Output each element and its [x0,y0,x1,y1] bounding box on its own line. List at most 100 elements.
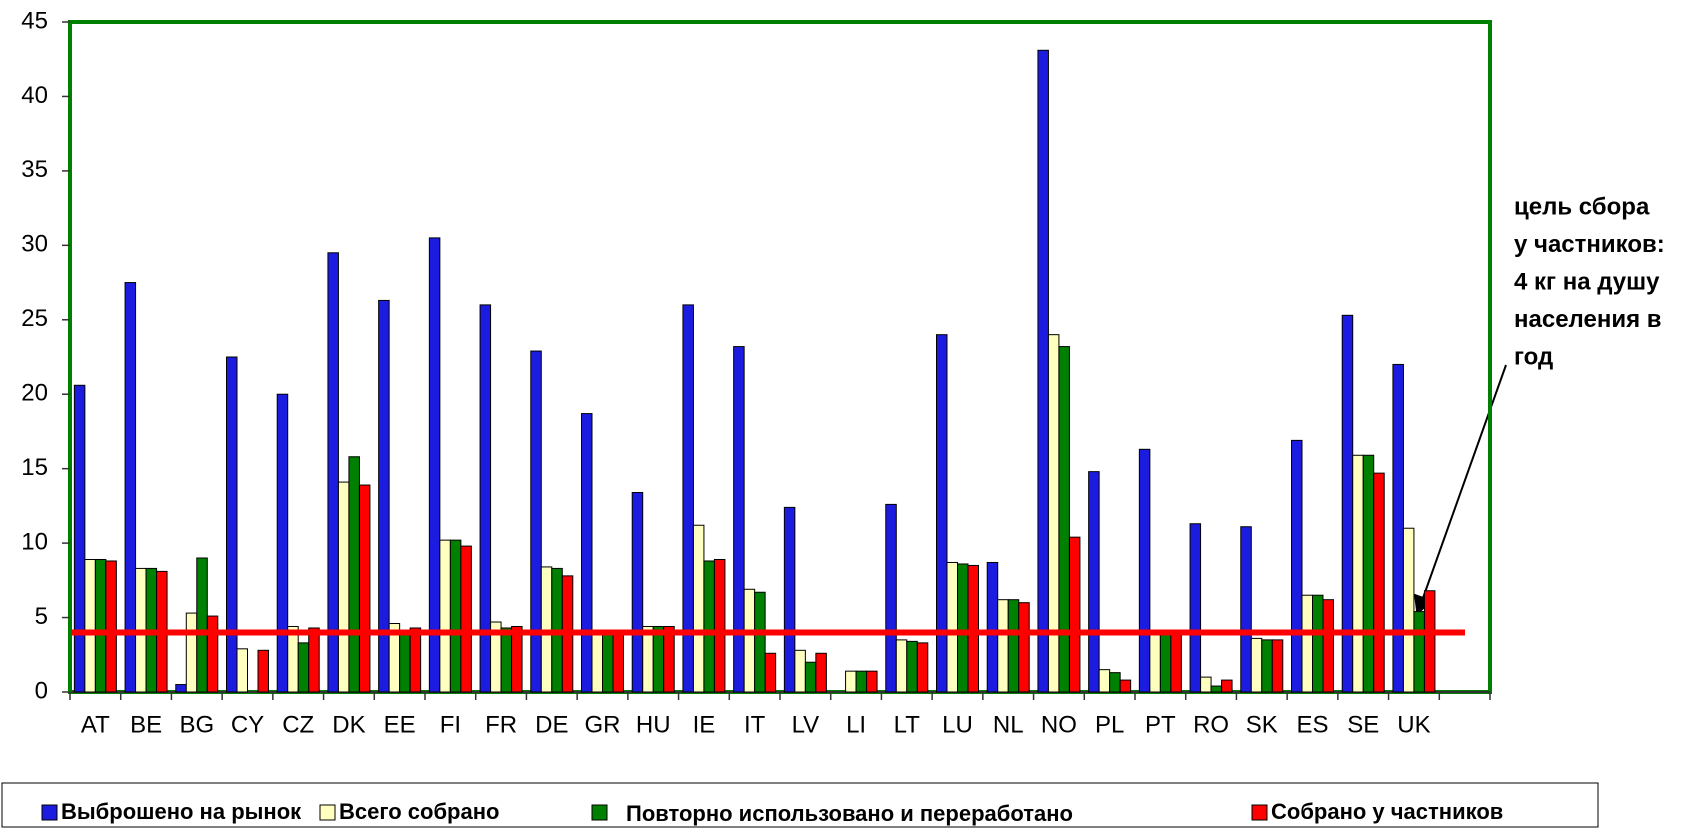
bar [185,612,198,693]
bar [946,561,958,693]
bar [226,356,238,693]
bar [1240,526,1252,693]
annotation-arrow [1413,364,1507,616]
y-tick-label: 30 [21,231,48,258]
y-tick-label: 20 [21,380,48,407]
x-tick-label: PL [1095,711,1124,738]
x-tick-label: NL [993,711,1024,738]
x-tick-label: LT [894,711,921,738]
x-tick-label: IT [744,711,766,738]
bar [1261,639,1273,693]
y-tick-label: 35 [21,156,48,183]
x-tick-label: HU [636,711,671,738]
bar [692,524,705,693]
bar [399,631,411,693]
legend-text: Повторно использовано и переработано [626,801,1073,826]
x-tick-label: AT [81,711,110,738]
bar [460,545,472,693]
bar [479,304,492,693]
x-tick-label: LI [846,711,866,738]
y-tick-label: 40 [21,82,48,109]
bar [1149,631,1161,693]
bar [105,560,117,693]
bar [358,484,371,693]
bar [1109,672,1121,693]
legend-swatch [1251,804,1268,821]
legend-swatch [319,804,336,821]
annotation-text: населения в [1514,306,1662,333]
bar [591,631,603,693]
x-tick-label: EE [384,711,416,738]
bar [997,599,1009,693]
bar [1047,334,1060,693]
bar [287,625,299,693]
x-tick-label: FI [440,711,461,738]
bar [713,558,726,693]
bar [124,282,137,693]
bar [1221,679,1233,693]
bar [1119,679,1132,693]
bar [337,481,350,693]
y-tick-label: 15 [21,454,48,481]
x-tick-label: LU [942,711,973,738]
bar [602,631,614,693]
x-tick-label: CZ [282,711,314,738]
bar [1312,594,1324,693]
bar [276,393,289,693]
x-tick-label: IE [693,711,716,738]
bar [682,304,694,693]
bar [1322,599,1334,693]
annotation-text: у частников: [1514,231,1665,258]
bar [297,642,310,693]
bar [1413,611,1425,693]
bar [957,563,969,693]
annotation-text: год [1514,343,1553,370]
bar [439,539,451,693]
legend-swatch [591,804,608,821]
bar [1138,448,1151,693]
bar [986,561,999,693]
legend-box [1,782,1599,828]
bar [1352,454,1364,693]
bar [1058,346,1070,693]
bar [743,588,756,693]
x-tick-label: CY [231,711,264,738]
x-tick-label: DK [332,711,365,738]
bar [783,506,796,693]
bar [175,684,187,693]
x-tick-label: LV [792,711,820,738]
bar [936,334,948,693]
x-tick-label: NO [1041,711,1077,738]
bar [885,503,897,693]
bar [855,670,868,693]
bar [652,625,665,693]
bar [967,564,979,693]
legend-text: Собрано у частников [1271,799,1503,824]
bar [1392,363,1404,693]
x-tick-label: DE [535,711,568,738]
x-tick-label: FR [485,711,517,738]
bar [804,661,817,693]
bar [428,237,441,693]
legend-text: Выброшено на рынок [61,799,302,824]
bar [511,625,523,693]
bar [612,631,624,693]
bar [1068,536,1081,693]
bar [530,350,542,693]
bar [764,652,777,693]
bar [1250,637,1263,693]
annotation-text: 4 кг на душу [1514,268,1660,295]
bar [378,299,390,693]
bar [73,384,86,693]
bar [1402,527,1415,693]
bar [866,670,878,693]
bar [196,557,208,693]
bar [1291,439,1303,693]
bar [1301,594,1313,693]
x-tick-label: UK [1397,711,1430,738]
bar [794,649,806,693]
bar [1159,631,1172,693]
bar [206,615,219,693]
bar [916,642,929,693]
